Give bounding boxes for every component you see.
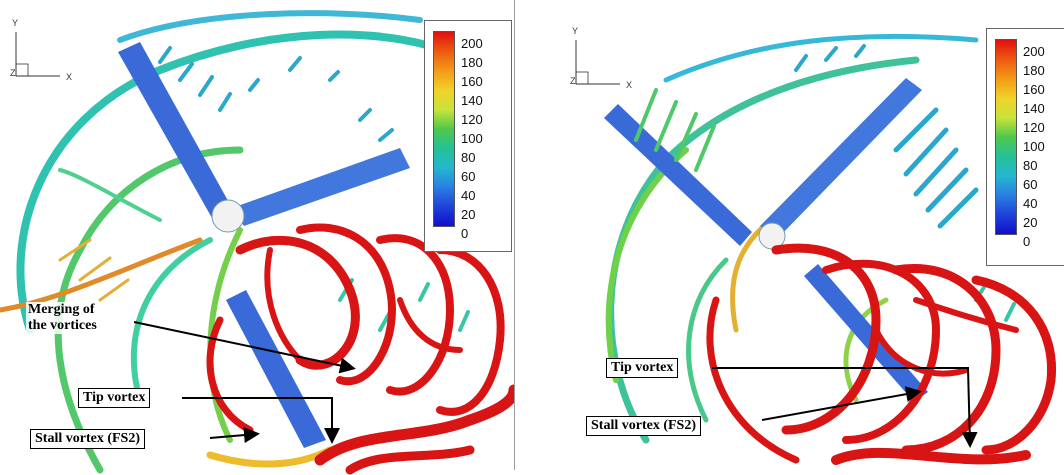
- colorbar-tick: 200: [1023, 44, 1045, 59]
- colorbar-left: 200 180 160 140 120 100 80 60 40 20 0: [424, 20, 512, 252]
- colorbar-tick: 100: [1023, 139, 1045, 154]
- annotation-merging-line1: Merging of: [28, 302, 95, 317]
- colorbar-tick: 140: [1023, 101, 1045, 116]
- axis-triad: Y X Z: [570, 26, 632, 90]
- colorbar-tick: 200: [461, 36, 483, 51]
- axis-z-label: Z: [570, 76, 576, 86]
- colorbar-tick: 60: [461, 169, 476, 184]
- colorbar-tick: 100: [461, 131, 483, 146]
- colorbar-tick: 40: [1023, 196, 1038, 211]
- annotation-merging: Merging of the vortices: [26, 302, 99, 334]
- axis-x-label: X: [66, 72, 72, 82]
- colorbar-tick: 140: [461, 93, 483, 108]
- colorbar-right: 200 180 160 140 120 100 80 60 40 20 0: [986, 28, 1064, 266]
- tip-vortex-rings: [605, 33, 979, 444]
- annotation-merging-line2: the vortices: [28, 318, 97, 333]
- annotation-stall-vortex-left: Stall vortex (FS2): [30, 429, 145, 449]
- axis-y-label: Y: [572, 26, 578, 36]
- colorbar-tick: 120: [1023, 120, 1045, 135]
- left-vortex-scene: Y X Z: [0, 10, 514, 475]
- colorbar-gradient: [433, 31, 455, 227]
- annotation-tip-vortex-left: Tip vortex: [78, 388, 151, 408]
- right-visualization-panel: Y X Z: [556, 0, 1064, 475]
- left-visualization-panel: Y X Z: [0, 0, 514, 475]
- annotation-tip-vortex-right: Tip vortex: [606, 358, 679, 378]
- colorbar-tick: 0: [1023, 234, 1031, 249]
- colorbar-tick: 180: [1023, 63, 1045, 78]
- axis-triad: Y X Z: [10, 18, 72, 82]
- colorbar-tick: 0: [461, 226, 469, 241]
- colorbar-tick: 80: [461, 150, 476, 165]
- colorbar-tick: 20: [461, 207, 476, 222]
- colorbar-tick: 180: [461, 55, 483, 70]
- axis-z-label: Z: [10, 68, 16, 78]
- axis-y-label: Y: [12, 18, 18, 28]
- colorbar-tick: 160: [461, 74, 483, 89]
- colorbar-gradient: [995, 39, 1017, 235]
- colorbar-tick: 80: [1023, 158, 1038, 173]
- colorbar-tick: 60: [1023, 177, 1038, 192]
- colorbar-tick: 160: [1023, 82, 1045, 97]
- colorbar-tick: 120: [461, 112, 483, 127]
- panel-divider: [514, 0, 515, 470]
- axis-x-label: X: [626, 80, 632, 90]
- colorbar-tick: 40: [461, 188, 476, 203]
- colorbar-tick: 20: [1023, 215, 1038, 230]
- turbine-blades: [604, 78, 928, 402]
- annotation-stall-vortex-right: Stall vortex (FS2): [586, 416, 701, 436]
